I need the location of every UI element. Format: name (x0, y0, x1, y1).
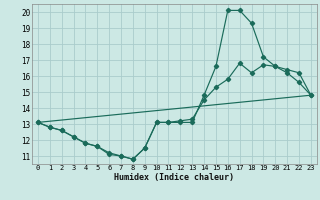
X-axis label: Humidex (Indice chaleur): Humidex (Indice chaleur) (115, 173, 234, 182)
